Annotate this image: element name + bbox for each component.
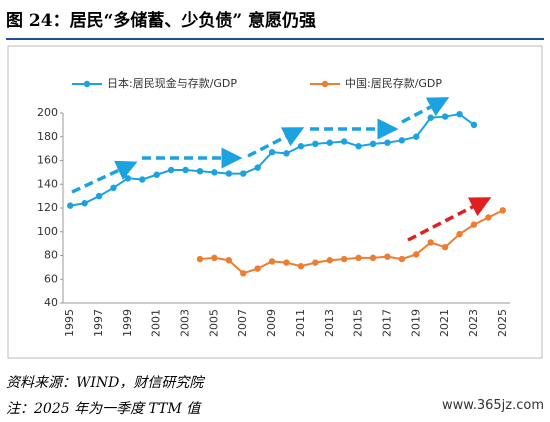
x-tick-label: 2019 <box>409 309 422 337</box>
data-point <box>153 171 160 178</box>
y-tick-label: 100 <box>37 225 58 238</box>
data-point <box>124 175 132 182</box>
data-point <box>427 114 434 121</box>
chart: 40 60 80 100 120 140 160 180 200 1995 1997 1999 2001… <box>7 45 543 359</box>
x-tick-label: 2001 <box>150 309 163 337</box>
x-tick-label: 2023 <box>467 309 480 337</box>
legend-marker <box>321 80 329 88</box>
arrow <box>401 97 450 124</box>
y-tick-label: 200 <box>37 106 58 119</box>
x-tick-label: 1999 <box>121 309 134 337</box>
data-point <box>95 192 103 200</box>
data-point <box>326 257 333 264</box>
y-tick-label: 180 <box>37 130 58 143</box>
data-point <box>384 253 391 260</box>
data-point <box>67 202 74 209</box>
data-point <box>297 143 305 150</box>
data-point <box>340 138 348 145</box>
data-point <box>167 166 175 174</box>
x-tick-label: 2021 <box>438 309 451 337</box>
x-tick-label: 2015 <box>352 309 365 337</box>
data-point <box>312 140 319 148</box>
data-point <box>196 255 204 263</box>
y-tick-label: 80 <box>44 249 58 262</box>
data-point <box>326 139 333 146</box>
data-point <box>139 176 146 183</box>
data-point <box>211 169 218 176</box>
x-tick-label: 1997 <box>92 309 105 337</box>
data-point <box>225 257 233 264</box>
x-tick-label: 2009 <box>265 309 278 337</box>
x-tick-label: 2005 <box>207 309 220 337</box>
data-point <box>427 239 434 246</box>
figure-title: 图 24：居民“多储蓄、少负债” 意愿仍强 <box>6 6 544 40</box>
x-tick-label: 2007 <box>236 309 249 337</box>
data-point <box>398 137 406 144</box>
data-point <box>211 254 218 262</box>
data-point <box>110 184 117 192</box>
data-point <box>369 140 377 148</box>
data-point <box>240 170 247 177</box>
x-tick-label: 2017 <box>380 309 393 337</box>
y-tick-label: 60 <box>44 272 58 285</box>
legend-label: 中国:居民存款/GDP <box>345 76 442 90</box>
data-point <box>312 259 319 266</box>
data-point <box>456 110 463 118</box>
data-point <box>441 113 449 120</box>
data-point <box>413 251 420 258</box>
data-point <box>470 121 478 129</box>
data-point <box>182 166 189 174</box>
arrow <box>407 197 492 242</box>
arrow <box>247 127 305 158</box>
data-point <box>268 148 276 156</box>
trend-arrows <box>71 97 492 242</box>
series-line <box>199 209 504 275</box>
data-point <box>297 262 305 270</box>
legend-marker <box>83 80 91 88</box>
x-tick-label: 2003 <box>179 309 192 337</box>
x-tick-label: 2011 <box>294 309 307 337</box>
data-point <box>485 214 492 221</box>
data-point <box>499 207 506 214</box>
y-tick-label: 140 <box>37 177 58 190</box>
x-tick-label: 2013 <box>323 309 336 337</box>
data-point <box>470 221 478 228</box>
x-tick-label: 1995 <box>63 309 76 337</box>
data-point <box>283 150 290 157</box>
data-point <box>355 254 362 262</box>
data-point <box>340 255 348 263</box>
data-point <box>196 167 204 175</box>
data-point <box>355 143 362 150</box>
data-point <box>283 259 290 266</box>
legend-label: 日本:居民现金与存款/GDP <box>107 76 237 90</box>
data-point <box>456 230 463 238</box>
y-tick-label: 160 <box>37 154 58 167</box>
data-point <box>268 258 276 265</box>
chart-frame <box>7 45 543 359</box>
data-point <box>254 265 261 272</box>
data-point <box>225 170 233 177</box>
watermark: www.365jz.com <box>442 398 544 413</box>
y-tick-label: 40 <box>44 296 58 309</box>
data-point <box>81 200 88 207</box>
y-tick-label: 120 <box>37 201 58 214</box>
source-note: 资料来源：WIND，财信研究院 <box>6 375 204 391</box>
data-point <box>384 139 391 146</box>
x-tick-label: 2025 <box>496 309 509 337</box>
series-line <box>70 113 475 207</box>
data-point <box>254 164 261 171</box>
arrow <box>71 160 138 194</box>
data-point <box>398 255 406 263</box>
data-point <box>369 254 377 262</box>
data-point <box>413 133 420 140</box>
footnote: 注：2025 年为一季度 TTM 值 <box>6 401 201 417</box>
data-point <box>441 243 449 251</box>
data-point <box>240 270 247 277</box>
